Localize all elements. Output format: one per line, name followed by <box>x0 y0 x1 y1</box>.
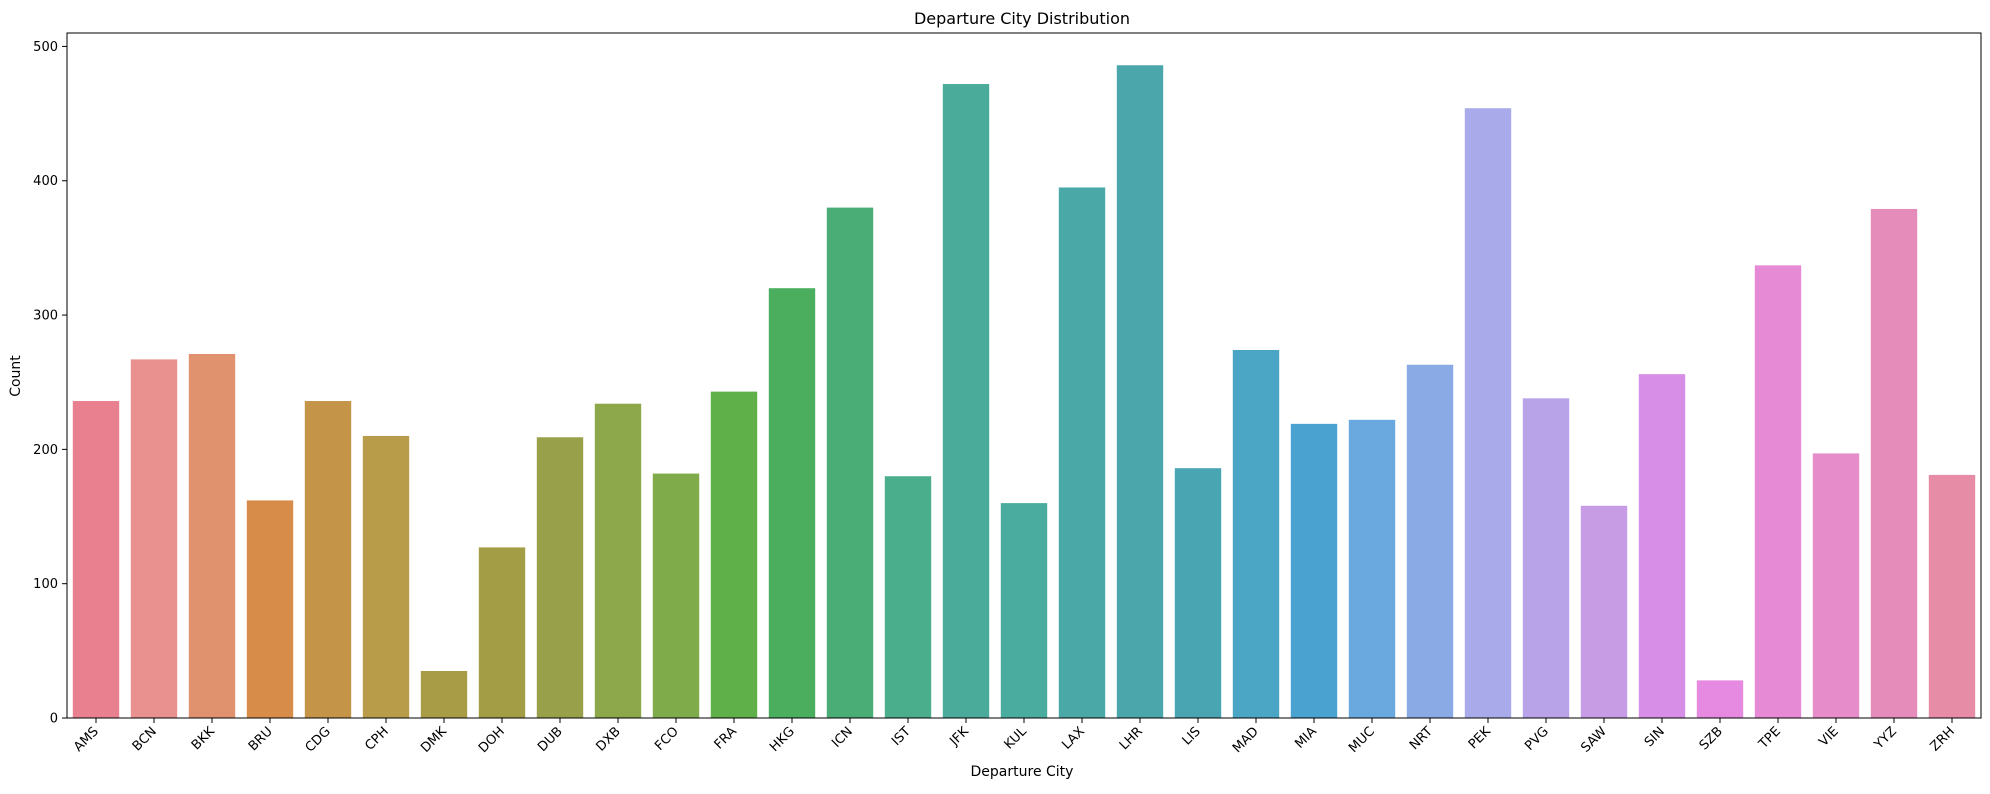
y-tick-label: 300 <box>33 309 58 324</box>
x-tick-label-fra: FRA <box>712 724 740 752</box>
x-tick-label-sin: SIN <box>1642 724 1668 750</box>
bar-dub <box>536 437 584 718</box>
bar-lhr <box>1116 65 1164 719</box>
bar-icn <box>826 207 874 719</box>
bar-doh <box>478 547 526 718</box>
x-tick-label-kul: KUL <box>1002 724 1031 753</box>
bar-dxb <box>594 403 642 718</box>
bar-hkg <box>768 288 816 718</box>
bar-nrt <box>1406 364 1454 718</box>
y-tick-label: 500 <box>33 40 58 55</box>
x-tick-label-tpe: TPE <box>1756 724 1784 752</box>
y-tick-label: 100 <box>33 577 58 592</box>
x-tick-label-szb: SZB <box>1697 724 1726 753</box>
y-tick-label: 0 <box>50 712 58 727</box>
bar-pvg <box>1522 398 1570 718</box>
x-tick-label-ams: AMS <box>71 724 102 755</box>
bar-lis <box>1174 468 1222 718</box>
x-tick-label-fco: FCO <box>652 724 682 754</box>
x-tick-label-dxb: DXB <box>594 724 624 754</box>
x-axis: AMS BCN BKK BRU CDG CPH DMK DOH DUB DXB FCO FRA HKG I… <box>71 718 1958 756</box>
x-tick-label-lhr: LHR <box>1117 724 1146 753</box>
bar-bkk <box>188 354 236 718</box>
y-tick-label: 400 <box>33 174 58 189</box>
bar-bru <box>246 500 294 718</box>
x-tick-label-nrt: NRT <box>1407 724 1436 753</box>
bar-saw <box>1580 505 1628 718</box>
x-tick-label-muc: MUC <box>1346 724 1378 756</box>
bar-ams <box>72 401 120 718</box>
bar-zrh <box>1928 474 1976 718</box>
x-tick-label-lax: LAX <box>1059 724 1088 753</box>
bar-cph <box>362 435 410 718</box>
bar-mia <box>1290 423 1338 718</box>
bar-pek <box>1464 108 1512 719</box>
x-tick-label-cph: CPH <box>362 724 391 753</box>
bar-ist <box>884 476 932 718</box>
x-tick-label-hkg: HKG <box>767 724 798 755</box>
bar-szb <box>1696 680 1744 718</box>
bar-lax <box>1058 187 1106 718</box>
x-tick-label-zrh: ZRH <box>1928 724 1958 754</box>
y-axis-label: Count <box>8 355 24 397</box>
bars-layer <box>72 65 1976 719</box>
x-tick-label-pvg: PVG <box>1522 724 1552 754</box>
x-tick-label-mad: MAD <box>1230 724 1262 756</box>
x-tick-label-cdg: CDG <box>303 724 334 755</box>
x-tick-label-pek: PEK <box>1466 724 1494 752</box>
bar-fra <box>710 391 758 718</box>
bar-bcn <box>130 359 178 718</box>
x-tick-label-mia: MIA <box>1292 724 1320 752</box>
x-tick-label-icn: ICN <box>829 724 856 751</box>
x-tick-label-dub: DUB <box>535 724 566 755</box>
x-tick-label-dmk: DMK <box>418 724 450 756</box>
chart-title: Departure City Distribution <box>914 9 1130 28</box>
x-tick-label-lis: LIS <box>1180 724 1204 748</box>
x-tick-label-yyz: YYZ <box>1871 724 1900 753</box>
x-tick-label-ist: IST <box>889 724 914 749</box>
bar-kul <box>1000 503 1048 718</box>
bar-fco <box>652 473 700 718</box>
x-tick-label-bkk: BKK <box>189 724 218 753</box>
bar-muc <box>1348 419 1396 718</box>
bar-dmk <box>420 670 468 718</box>
x-axis-label: Departure City <box>971 764 1074 780</box>
bar-jfk <box>942 84 990 719</box>
y-axis: 0 100 200 300 400 500 <box>33 40 67 727</box>
bar-vie <box>1812 453 1860 718</box>
x-tick-label-saw: SAW <box>1578 724 1610 756</box>
bar-sin <box>1638 374 1686 718</box>
plot-frame <box>66 32 1982 719</box>
bar-tpe <box>1754 265 1802 718</box>
bar-cdg <box>304 401 352 718</box>
x-tick-label-vie: VIE <box>1816 724 1841 749</box>
y-tick-label: 200 <box>33 443 58 458</box>
bar-mad <box>1232 349 1280 718</box>
x-tick-label-jfk: JFK <box>946 724 972 750</box>
x-tick-label-bcn: BCN <box>130 724 160 754</box>
bar-yyz <box>1870 208 1918 718</box>
x-tick-label-doh: DOH <box>476 724 508 756</box>
x-tick-label-bru: BRU <box>246 724 276 754</box>
